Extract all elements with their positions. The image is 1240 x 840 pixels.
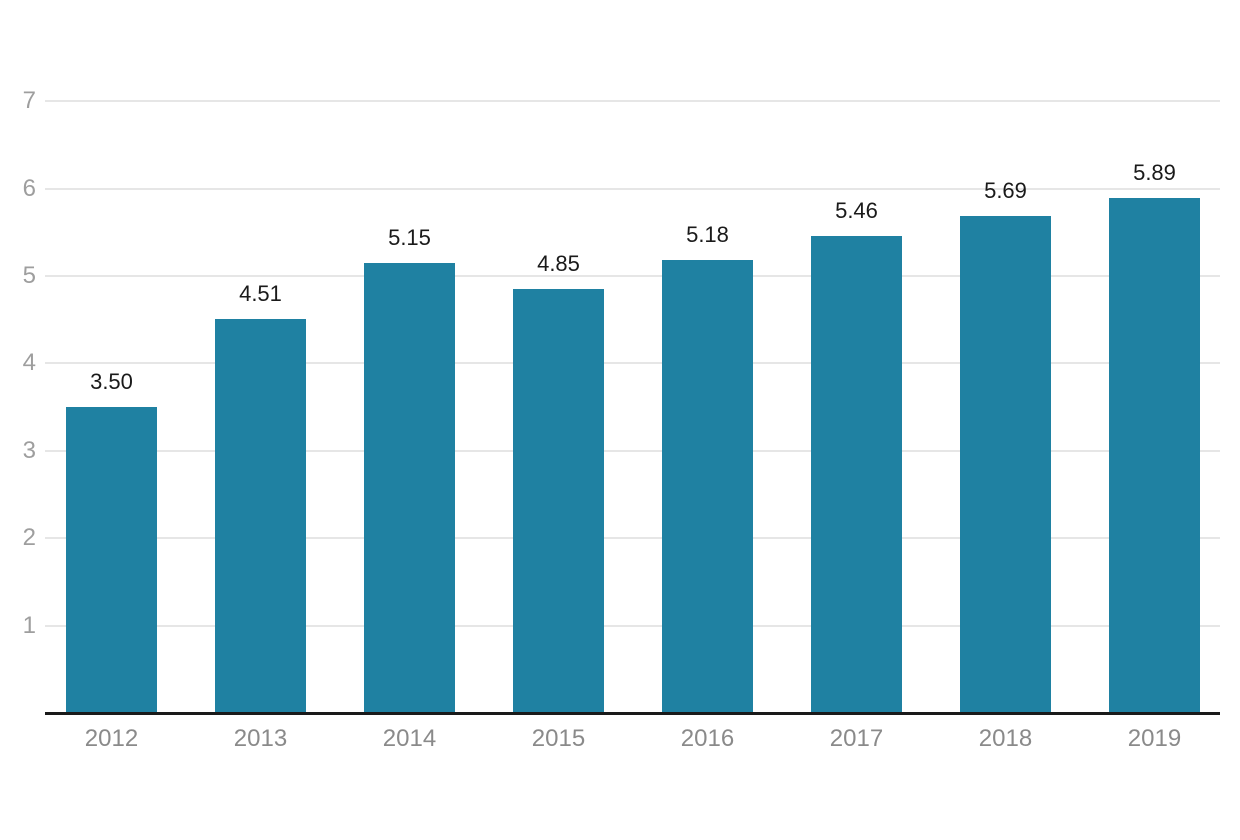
y-axis-tick-label: 7 — [22, 87, 36, 115]
bar-2016 — [662, 260, 753, 713]
x-axis-tick-label: 2012 — [84, 725, 139, 752]
gridline-1 — [45, 624, 1220, 627]
gridline-3 — [45, 449, 1220, 452]
y-axis-tick-label: 2 — [22, 524, 36, 552]
bar-value-label: 5.46 — [835, 198, 878, 223]
bar-2014 — [364, 263, 455, 713]
y-axis-tick-label: 1 — [22, 611, 36, 639]
bar-value-label: 4.85 — [537, 251, 580, 276]
x-axis-tick-label: 2016 — [680, 725, 735, 752]
x-axis-tick-label: 2017 — [829, 725, 884, 752]
bar-value-label: 5.18 — [686, 222, 729, 247]
y-axis-tick-label: 5 — [22, 262, 36, 289]
gridline-5 — [45, 275, 1220, 277]
bar-value-label: 4.51 — [239, 281, 282, 306]
gridline-6 — [45, 187, 1220, 190]
x-axis-tick-label: 2019 — [1127, 725, 1182, 752]
bar-value-label: 5.89 — [1133, 160, 1176, 185]
x-axis-tick-label: 2014 — [382, 725, 437, 752]
x-axis-line — [45, 712, 1220, 715]
x-axis-tick-label: 2018 — [978, 725, 1033, 752]
bar-2012 — [66, 407, 157, 713]
bar-2019 — [1109, 198, 1200, 713]
x-axis-tick-label: 2015 — [531, 725, 586, 752]
bar-value-label: 5.15 — [388, 225, 431, 250]
gridline-2 — [45, 537, 1220, 540]
y-axis-tick-label: 3 — [22, 436, 36, 464]
bar-value-label: 3.50 — [90, 369, 133, 394]
bar-2015 — [513, 289, 604, 713]
y-axis-tick-label: 4 — [22, 349, 36, 377]
x-axis-tick-label: 2013 — [233, 725, 288, 752]
gridline-7 — [45, 100, 1220, 103]
y-axis-tick-label: 6 — [22, 174, 36, 202]
bar-value-label: 5.69 — [984, 178, 1027, 203]
gridline-4 — [45, 362, 1220, 365]
bar-2018 — [960, 216, 1051, 713]
bar-2013 — [215, 319, 306, 713]
bar-2017 — [811, 236, 902, 713]
